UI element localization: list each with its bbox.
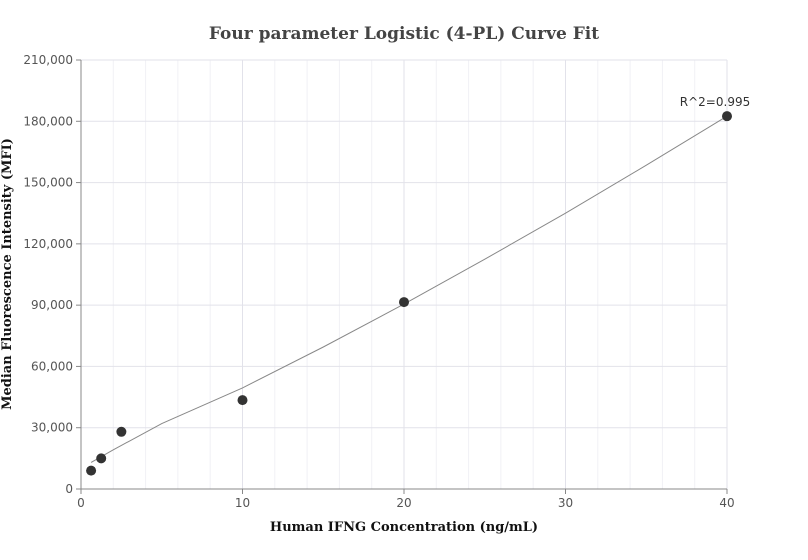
grid	[81, 59, 728, 489]
x-axis-ticks: 0 10 20 30 40	[77, 489, 735, 510]
x-tick-label: 20	[396, 496, 411, 510]
y-tick-label: 150,000	[23, 176, 73, 190]
y-tick-label: 90,000	[31, 298, 73, 312]
data-points	[86, 111, 732, 476]
y-tick-label: 30,000	[31, 421, 73, 435]
y-axis-ticks: 0 30,000 60,000 90,000 120,000 150,000 180,000…	[23, 53, 81, 496]
data-point	[399, 297, 409, 308]
data-point	[86, 465, 97, 476]
y-tick-label: 60,000	[31, 359, 73, 373]
y-tick-label: 0	[65, 482, 73, 496]
data-point	[96, 453, 107, 464]
y-tick-label: 210,000	[23, 53, 73, 67]
data-point	[237, 395, 248, 406]
y-axis-label: Median Fluorescence Intensity (MFI)	[0, 138, 15, 410]
x-tick-label: 40	[719, 496, 734, 510]
x-tick-label: 0	[77, 496, 85, 510]
data-point	[722, 111, 732, 122]
data-point	[116, 426, 127, 437]
x-tick-label: 30	[558, 496, 573, 510]
fit-curve	[90, 115, 728, 463]
x-tick-label: 10	[235, 496, 250, 510]
x-axis-label: Human IFNG Concentration (ng/mL)	[270, 520, 538, 535]
chart-title: Four parameter Logistic (4-PL) Curve Fit	[209, 24, 599, 44]
y-tick-label: 120,000	[23, 237, 73, 251]
y-tick-label: 180,000	[23, 114, 73, 128]
r-squared-annotation: R^2=0.995	[680, 95, 750, 109]
